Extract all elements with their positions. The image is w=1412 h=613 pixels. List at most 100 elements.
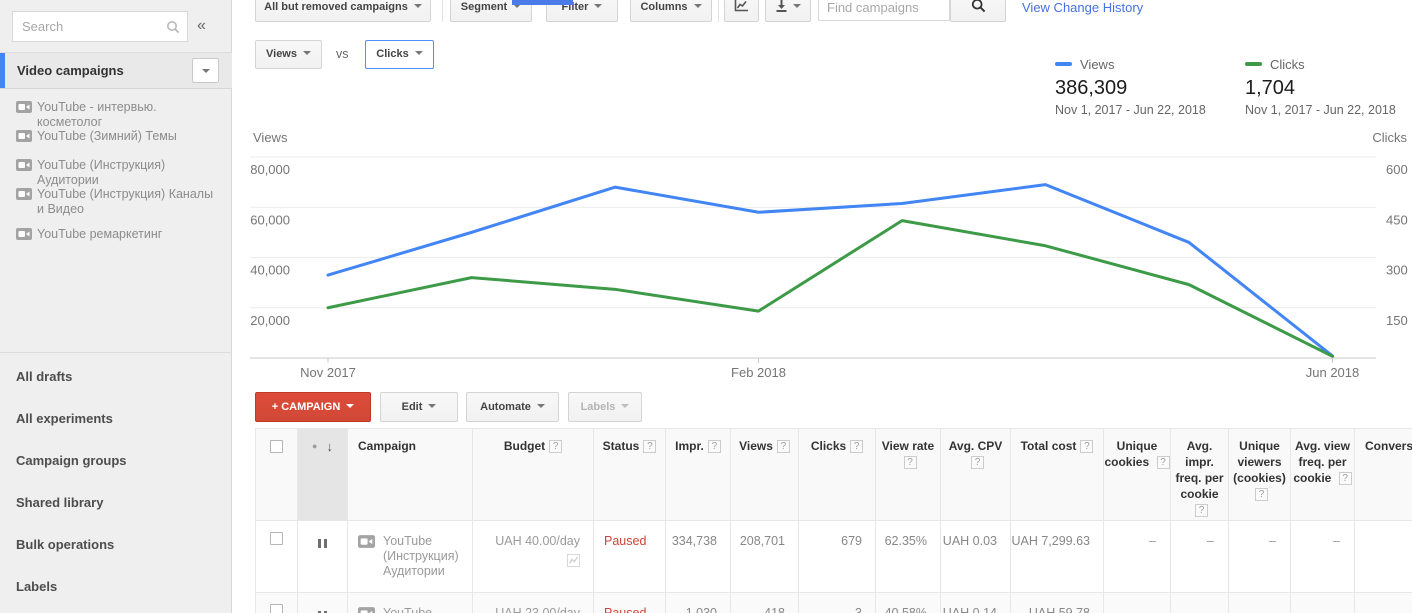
- column-header-status[interactable]: Status?: [593, 428, 666, 521]
- row-checkbox[interactable]: [270, 604, 283, 613]
- column-header-views[interactable]: Views?: [730, 428, 799, 521]
- campaign-label: YouTube - интервью. косметолог: [37, 100, 157, 129]
- column-header-impr[interactable]: Impr.?: [665, 428, 731, 521]
- automate-button[interactable]: Automate: [466, 392, 559, 422]
- conversions-cell: [1354, 592, 1412, 613]
- column-header-total-cost[interactable]: Total cost?: [1010, 428, 1104, 521]
- segment-button[interactable]: Segment: [450, 0, 532, 22]
- columns-button[interactable]: Columns: [630, 0, 712, 22]
- help-icon[interactable]: ?: [776, 440, 790, 453]
- campaign-name-cell[interactable]: YouTube (Инструкция) Аудитории: [347, 520, 473, 593]
- sidebar-item-campaign[interactable]: YouTube - интервью. косметолог: [16, 100, 218, 130]
- column-header-conversions[interactable]: Conversions: [1354, 428, 1412, 521]
- sidebar-item-shared-library[interactable]: Shared library: [16, 495, 104, 510]
- select-all-checkbox[interactable]: [270, 440, 283, 453]
- column-header-unique-viewers[interactable]: Unique viewers (cookies) ?: [1228, 428, 1291, 521]
- help-icon[interactable]: ?: [1080, 440, 1094, 453]
- status-cell: Paused: [593, 520, 666, 593]
- column-header-view-rate[interactable]: View rate ?: [875, 428, 941, 521]
- left-axis-tick-label: 20,000: [250, 313, 290, 328]
- sidebar-divider: [0, 352, 232, 353]
- selected-indicator-bar: [0, 53, 5, 88]
- avg-cpv-cell: UAH 0.03: [940, 520, 1011, 593]
- sidebar-item-labels[interactable]: Labels: [16, 579, 58, 594]
- find-campaigns-input[interactable]: [818, 0, 950, 21]
- columns-label: Columns: [640, 1, 688, 13]
- campaign-button-label: CAMPAIGN: [281, 401, 341, 413]
- column-header-campaign[interactable]: Campaign: [347, 428, 473, 521]
- unique-cookies-cell: –: [1103, 592, 1171, 613]
- labels-button[interactable]: Labels: [568, 392, 642, 422]
- download-button[interactable]: [765, 0, 811, 22]
- help-icon[interactable]: ?: [1195, 504, 1208, 517]
- chart-svg: 80,000 600 60,000 450 40,000 300 20,000 150 View…: [250, 130, 1408, 380]
- x-axis-tick-label: Jun 2018: [1306, 365, 1360, 380]
- sidebar-item-campaign[interactable]: YouTube ремаркетинг: [16, 227, 218, 242]
- column-header-avg-cpv[interactable]: Avg. CPV ?: [940, 428, 1011, 521]
- views-metric-label: Views: [266, 48, 297, 60]
- column-header-avg-impr-freq[interactable]: Avg. impr. freq. per cookie ?: [1170, 428, 1229, 521]
- chevron-down-icon: [201, 69, 210, 73]
- section-dropdown-button[interactable]: [192, 58, 219, 83]
- help-icon[interactable]: ?: [1255, 488, 1268, 501]
- help-icon[interactable]: ?: [850, 440, 864, 453]
- status-dot-icon: ●: [312, 441, 318, 451]
- compare-metric-clicks-button[interactable]: Clicks: [365, 40, 434, 69]
- clicks-legend-label: Clicks: [1270, 57, 1305, 72]
- sidebar-item-campaign-groups[interactable]: Campaign groups: [16, 453, 127, 468]
- sidebar-item-campaign[interactable]: YouTube (Инструкция) Аудитории: [16, 158, 218, 188]
- edit-label: Edit: [401, 401, 423, 413]
- budget-cell[interactable]: UAH 23.00/day: [472, 592, 594, 613]
- chart-toggle-button[interactable]: [724, 0, 759, 22]
- find-search-button[interactable]: [950, 0, 1006, 22]
- budget-value: UAH 40.00/day: [495, 534, 580, 548]
- column-header-unique-cookies[interactable]: Unique cookies ?: [1103, 428, 1171, 521]
- view-change-history-link[interactable]: View Change History: [1022, 0, 1144, 15]
- column-header-avg-view-freq[interactable]: Avg. view freq. per cookie ?: [1290, 428, 1355, 521]
- help-icon[interactable]: ?: [903, 456, 917, 469]
- budget-cell[interactable]: UAH 40.00/day: [472, 520, 594, 593]
- right-axis-tick-label: 300: [1386, 263, 1408, 278]
- sidebar-item-campaign[interactable]: YouTube (Инструкция) Каналы и Видео: [16, 187, 218, 217]
- sidebar-item-all-experiments[interactable]: All experiments: [16, 411, 113, 426]
- help-icon[interactable]: ?: [549, 440, 563, 453]
- column-header-clicks[interactable]: Clicks?: [798, 428, 876, 521]
- chevron-down-icon: [513, 4, 522, 8]
- toolbar-separator: [718, 0, 719, 22]
- download-icon: [776, 0, 787, 13]
- collapse-sidebar-button[interactable]: «: [197, 17, 206, 34]
- chevron-down-icon: [594, 4, 603, 8]
- add-campaign-button[interactable]: + CAMPAIGN: [255, 392, 371, 422]
- row-checkbox[interactable]: [270, 532, 283, 545]
- chevron-down-icon: [303, 51, 311, 55]
- views-total: 386,309: [1055, 77, 1128, 99]
- paused-status-icon[interactable]: [317, 537, 329, 551]
- campaign-filter-dropdown[interactable]: All but removed campaigns: [255, 0, 431, 22]
- status-sort-header[interactable]: ● ↓: [297, 428, 348, 521]
- help-icon[interactable]: ?: [643, 440, 657, 453]
- help-icon[interactable]: ?: [1338, 472, 1352, 485]
- view-rate-cell: 40.58%: [875, 592, 941, 613]
- campaign-name[interactable]: YouTube: [383, 606, 433, 613]
- paused-status-icon[interactable]: [317, 609, 329, 613]
- campaign-name[interactable]: YouTube (Инструкция) Аудитории: [383, 534, 459, 578]
- sidebar-section-video-campaigns[interactable]: Video campaigns: [0, 52, 232, 89]
- help-icon[interactable]: ?: [971, 456, 984, 469]
- compare-metric-views-button[interactable]: Views: [255, 40, 322, 69]
- sidebar-item-all-drafts[interactable]: All drafts: [16, 369, 73, 384]
- video-camera-icon: [16, 130, 32, 146]
- views-cell: 208,701: [730, 520, 799, 593]
- table-header-row: ● ↓ Campaign Budget? Status? Impr.? Views…: [255, 428, 1412, 521]
- help-icon[interactable]: ?: [707, 440, 721, 453]
- search-icon: [971, 0, 986, 13]
- conversions-cell: [1354, 520, 1412, 593]
- avg-impr-freq-cell: –: [1170, 520, 1229, 593]
- campaign-name-cell[interactable]: YouTube: [347, 592, 473, 613]
- edit-button[interactable]: Edit: [380, 392, 458, 422]
- help-icon[interactable]: ?: [1156, 456, 1170, 469]
- sidebar-item-campaign[interactable]: YouTube (Зимний) Темы: [16, 129, 218, 144]
- search-input[interactable]: [22, 13, 162, 40]
- sidebar-item-bulk-operations[interactable]: Bulk operations: [16, 537, 115, 552]
- campaign-label: YouTube (Зимний) Темы: [37, 129, 177, 143]
- column-header-budget[interactable]: Budget?: [472, 428, 594, 521]
